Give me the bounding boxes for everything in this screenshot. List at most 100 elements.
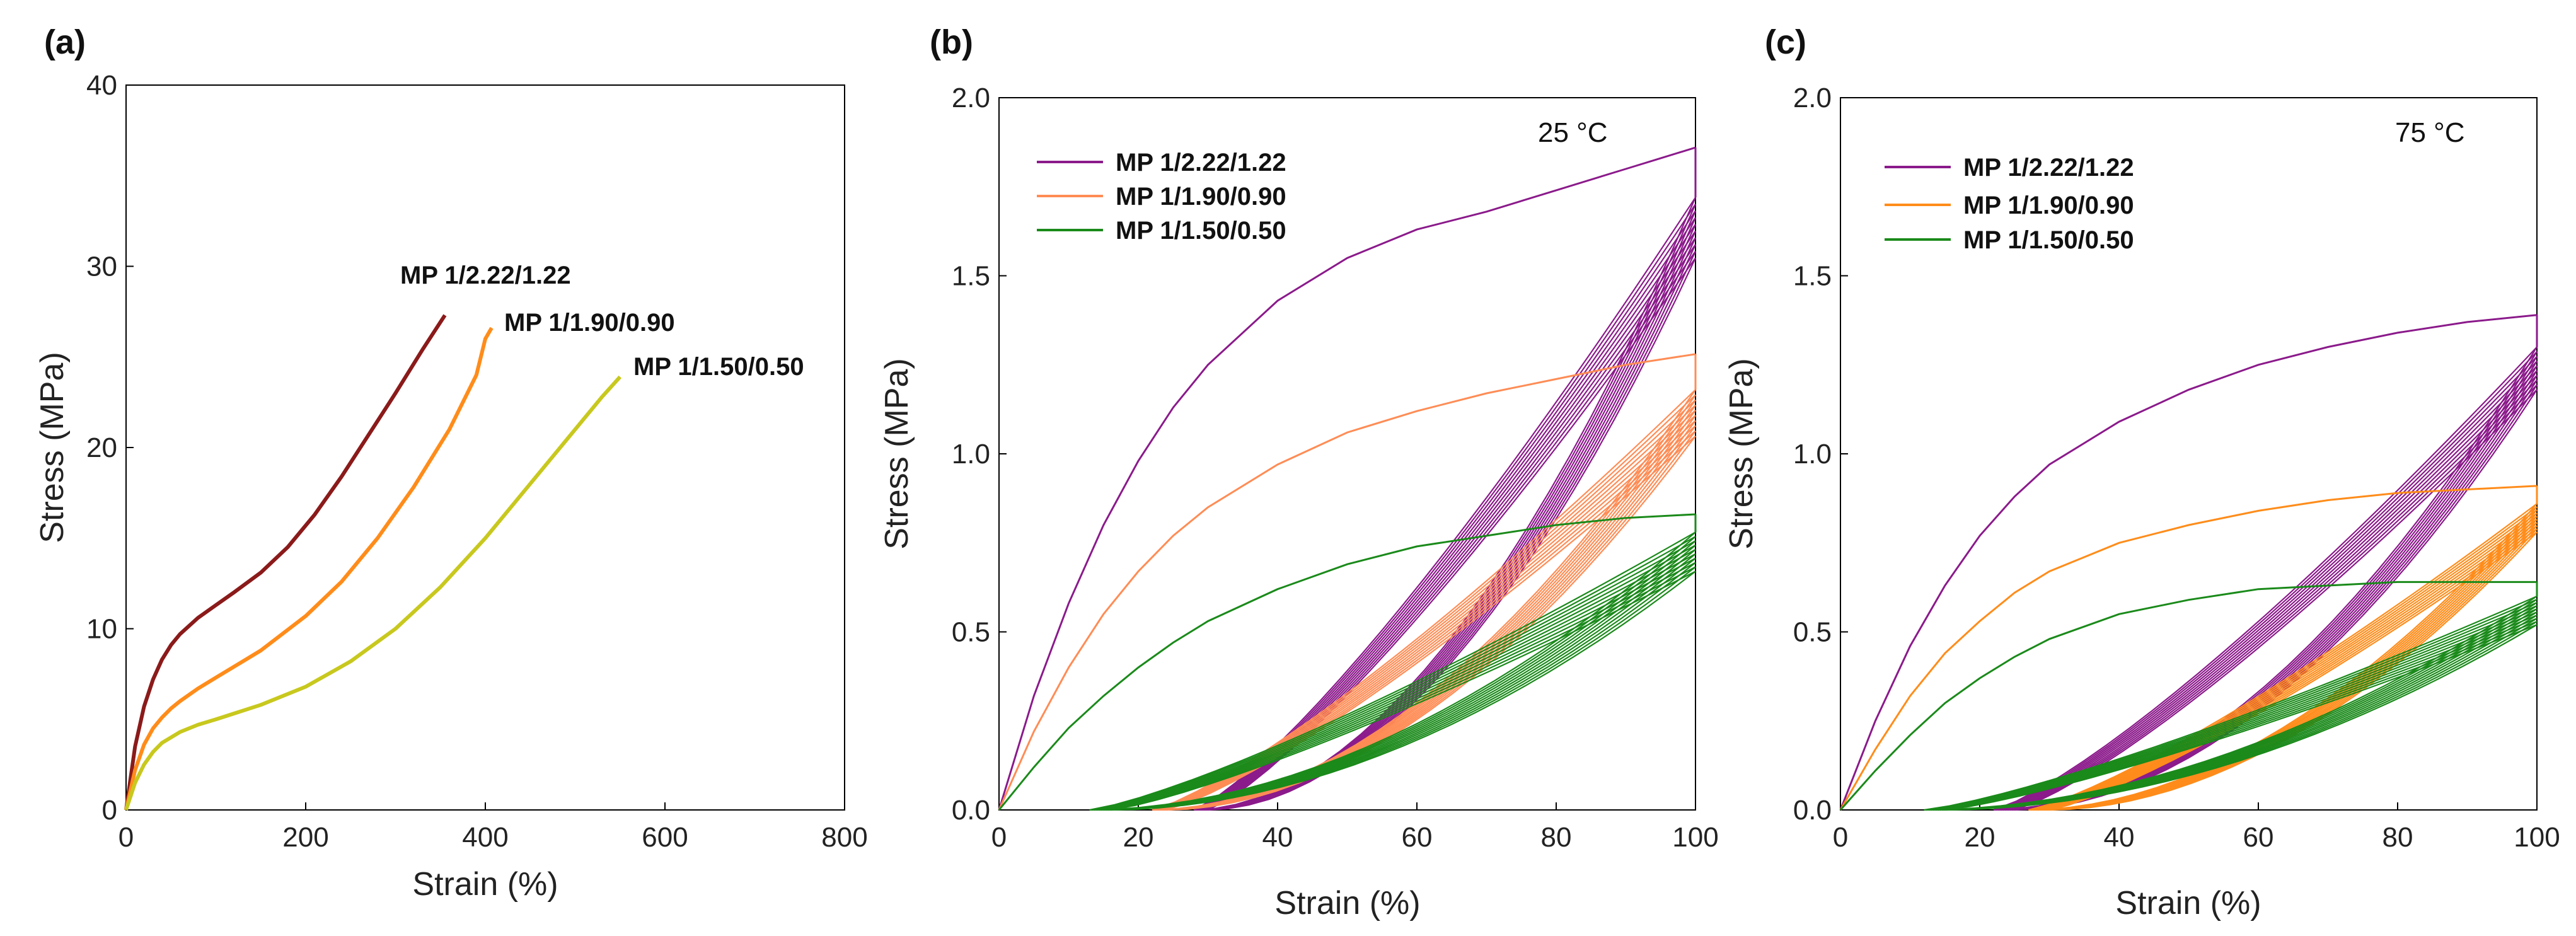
reload-curve-c-2-10: [2049, 531, 2538, 811]
series-line-a-2: [124, 326, 494, 811]
unload-curve-b-1-10: [1208, 257, 1696, 811]
panel-label-b: (b): [930, 23, 973, 61]
reload-curve-b-3-4: [1096, 545, 1696, 811]
series-label-a-1: MP 1/2.22/1.22: [400, 262, 571, 289]
reload-curve-b-2-10: [1165, 435, 1696, 811]
reload-curve-b-1-9: [1206, 250, 1696, 811]
reload-curve-b-3-2: [1092, 536, 1696, 811]
reload-curve-c-2-2: [2030, 506, 2538, 811]
reload-curve-c-1-6: [2005, 370, 2538, 811]
unload-curve-b-3-10: [1110, 570, 1696, 811]
series-line-a-3: [124, 375, 622, 811]
y-tick-label-b-3: 1.5: [952, 261, 990, 292]
loading-curve-c-1: [1839, 314, 2538, 811]
x-tick-label-c-5: 100: [2514, 822, 2560, 853]
reload-curve-c-1-5: [2002, 365, 2538, 811]
series-group-a: [124, 314, 622, 811]
reload-curve-c-2-3: [2033, 509, 2538, 811]
y-tick-label-c-2: 1.0: [1793, 439, 1832, 470]
unload-curve-b-3-8: [1106, 562, 1696, 811]
unload-curve-b-2-10: [1166, 436, 1696, 811]
x-ticks-a: 0 200 400 600 800: [118, 802, 868, 853]
x-tick-label-b-1: 20: [1123, 822, 1154, 853]
x-tick-label-c-3: 60: [2243, 822, 2274, 853]
reload-curve-b-3-8: [1106, 562, 1696, 811]
unload-curve-b-1-5: [1200, 224, 1697, 811]
x-tick-label-a-1: 200: [282, 822, 328, 853]
reload-curve-c-2-5: [2037, 516, 2538, 811]
y-tick-label-c-3: 1.5: [1793, 261, 1832, 292]
reload-curve-c-3-2: [1926, 598, 2538, 811]
reload-curve-b-3-1: [1089, 531, 1696, 811]
x-axis-title-b: Strain (%): [1274, 885, 1420, 922]
reload-curve-b-3-6: [1100, 553, 1696, 811]
x-tick-label-b-2: 40: [1262, 822, 1293, 853]
y-ticks-b: 0.0 0.5 1.0 1.5 2.0: [952, 83, 1007, 826]
x-tick-label-c-2: 40: [2104, 822, 2135, 853]
loading-curve-c-3: [1839, 581, 2537, 811]
x-ticks-c: 0 20 40 60 80 100: [1833, 802, 2560, 853]
x-tick-label-c-0: 0: [1833, 822, 1848, 853]
reload-curve-b-3-5: [1099, 548, 1696, 811]
reload-curve-c-3-5: [1933, 608, 2538, 811]
x-tick-label-a-0: 0: [118, 822, 134, 853]
reload-curve-c-3-7: [1938, 615, 2538, 811]
legend-label-b-3: MP 1/1.50/0.50: [1116, 217, 1286, 245]
y-axis-title-a: Stress (MPa): [34, 352, 71, 543]
reload-curve-c-3-6: [1935, 611, 2538, 811]
reload-curve-c-3-3: [1928, 601, 2538, 811]
reload-curve-c-2-6: [2040, 519, 2538, 811]
unload-curve-b-3-6: [1101, 553, 1696, 811]
unload-curve-c-3-3: [1928, 602, 2538, 811]
series-label-a-2: MP 1/1.90/0.90: [504, 309, 675, 337]
y-tick-label-c-4: 2.0: [1793, 83, 1832, 113]
legend-label-c-2: MP 1/1.90/0.90: [1963, 192, 2134, 219]
loading-curve-b-3: [998, 513, 1696, 811]
y-tick-label-a-2: 20: [86, 432, 117, 463]
reload-curve-c-2-4: [2035, 512, 2538, 811]
panel-label-a: (a): [44, 23, 86, 61]
x-tick-label-c-4: 80: [2383, 822, 2413, 853]
x-tick-label-b-3: 60: [1402, 822, 1433, 853]
y-tick-label-c-1: 0.5: [1793, 617, 1832, 648]
x-tick-label-b-0: 0: [991, 822, 1007, 853]
y-ticks-a: 0 10 20 30 40: [86, 70, 134, 826]
unload-curve-c-3-10: [1944, 624, 2538, 811]
reload-curve-c-2-9: [2047, 528, 2538, 811]
x-tick-label-c-1: 20: [1965, 822, 1996, 853]
y-axis-title-b: Stress (MPa): [879, 358, 915, 549]
y-tick-label-c-0: 0.0: [1793, 795, 1832, 826]
reload-curve-c-1-8: [2009, 379, 2538, 811]
unload-curve-c-3-5: [1933, 608, 2538, 811]
x-tick-label-a-4: 800: [821, 822, 867, 853]
unload-curve-b-3-5: [1099, 549, 1696, 811]
reload-curve-c-1-4: [2000, 361, 2538, 811]
series-label-a-3: MP 1/1.50/0.50: [633, 353, 804, 381]
reload-curve-c-3-8: [1940, 618, 2538, 811]
x-tick-label-b-4: 80: [1541, 822, 1572, 853]
y-tick-label-a-3: 30: [86, 251, 117, 282]
x-ticks-b: 0 20 40 60 80 100: [991, 802, 1719, 853]
y-tick-label-b-2: 1.0: [952, 439, 990, 470]
y-ticks-c: 0.0 0.5 1.0 1.5 2.0: [1793, 83, 1848, 826]
panel-c: (c) 0.0 0.5 1.0 1.5 2.0 0 20 40 60 80 100 Stress …: [1723, 23, 2560, 922]
legend-label-b-1: MP 1/2.22/1.22: [1116, 149, 1286, 176]
panel-a: (a) 0 10 20 30 40 0 200 400 600 800 Stress (MPa)…: [34, 23, 868, 903]
temperature-label-b: 25 °C: [1538, 117, 1608, 148]
y-tick-label-a-4: 40: [86, 70, 117, 101]
legend-b: MP 1/2.22/1.22 MP 1/1.90/0.90 MP 1/1.50/…: [1037, 149, 1286, 245]
reload-curve-b-3-3: [1094, 540, 1696, 811]
unload-curve-b-1-9: [1206, 251, 1696, 811]
y-tick-label-a-0: 0: [102, 795, 117, 826]
unload-curve-c-3-1: [1924, 596, 2538, 811]
reload-curve-c-3-4: [1931, 605, 2538, 811]
reload-curve-b-3-9: [1107, 566, 1696, 811]
reload-curve-c-3-9: [1942, 621, 2538, 811]
x-tick-label-a-3: 600: [642, 822, 688, 853]
legend-c: MP 1/2.22/1.22 MP 1/1.90/0.90 MP 1/1.50/…: [1885, 154, 2134, 254]
panel-b: (b) 0.0 0.5 1.0 1.5 2.0 0 20 40 60 80 100 Stress …: [879, 23, 1719, 922]
x-axis-title-c: Strain (%): [2115, 885, 2261, 922]
x-tick-label-b-5: 100: [1672, 822, 1718, 853]
y-tick-label-b-4: 2.0: [952, 83, 990, 113]
